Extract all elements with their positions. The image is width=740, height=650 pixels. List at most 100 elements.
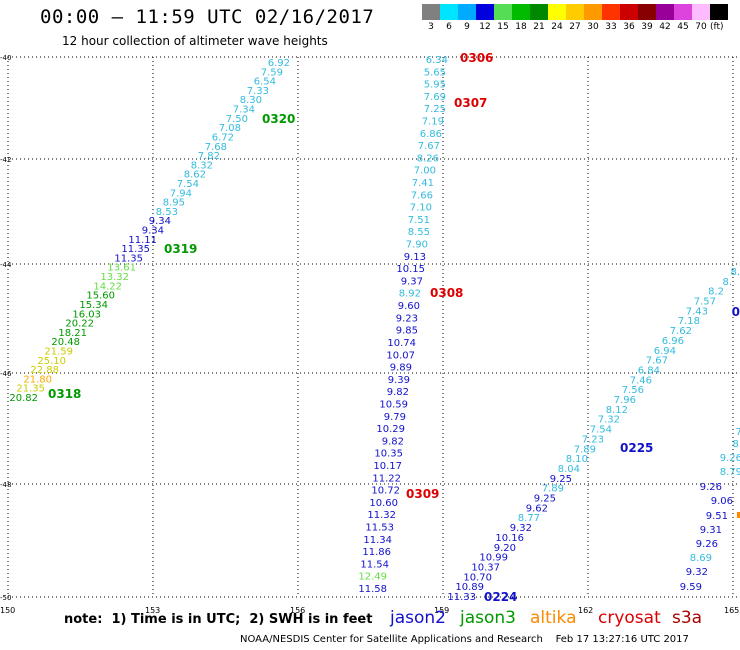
swh-value-label: 8.30 — [240, 95, 262, 106]
pass-time-label: 0319 — [164, 242, 197, 256]
scale-label: 15 — [497, 22, 509, 32]
swh-value-label: 9.89 — [390, 363, 412, 374]
pass-time-label: 0308 — [430, 286, 463, 300]
satellite-cryosat: cryosat — [598, 608, 661, 628]
swh-value-label: 7.43 — [686, 306, 708, 317]
swh-value-label: 8.77 — [518, 513, 540, 524]
swh-value-label: 8.92 — [399, 289, 421, 300]
swh-value-label: 9.32 — [510, 523, 532, 534]
swh-value-label: 9.34 — [149, 216, 171, 227]
scale-swatch — [476, 4, 494, 20]
lat-tick-label: -46 — [0, 370, 12, 378]
swh-value-label: 9.51 — [706, 511, 728, 522]
swh-value-label: 9.06 — [711, 496, 733, 507]
scale-swatch — [656, 4, 674, 20]
lat-tick-label: -48 — [0, 481, 11, 489]
scale-label: 45 — [677, 22, 689, 32]
lat-tick-label: -42 — [0, 156, 11, 164]
units-note: note: 1) Time is in UTC; 2) SWH is in fe… — [64, 612, 373, 627]
swh-value-label: 8.95 — [163, 198, 185, 209]
swh-value-label: 9.26 — [696, 539, 718, 550]
swh-value-label: 9.79 — [384, 412, 406, 423]
swh-value-label: 7.00 — [414, 166, 436, 177]
swh-value-label: 8.62 — [184, 170, 206, 181]
scale-swatch — [548, 4, 566, 20]
swh-value-label: 6.72 — [212, 132, 234, 143]
swh-value-label: 20.82 — [9, 393, 38, 404]
scale-swatch — [422, 4, 440, 20]
lon-tick-label: 156 — [290, 606, 305, 615]
swh-value-label: 7.08 — [219, 123, 241, 134]
swh-value-label: 7.66 — [411, 190, 433, 201]
swh-value-label: 7.46 — [630, 375, 652, 386]
page-title: 00:00 – 11:59 UTC 02/16/2017 — [40, 6, 375, 28]
swh-value-label: 7.82 — [198, 151, 220, 162]
swh-value-label: 7.89 — [574, 444, 596, 455]
swh-value-label: 11.53 — [365, 522, 394, 533]
swh-value-label: 10.07 — [386, 350, 415, 361]
scale-label: 3 — [428, 22, 434, 32]
altika-marker-partial — [737, 512, 740, 518]
swh-value-label: 8.26 — [417, 153, 439, 164]
swh-value-label: 7.50 — [226, 114, 248, 125]
pass-time-label: 0225 — [620, 441, 653, 455]
swh-value-label: 7.19 — [422, 117, 444, 128]
swh-value-label: 7.51 — [408, 215, 430, 226]
swh-value-label: 6.96 — [662, 336, 684, 347]
swh-value-label: 11.32 — [367, 510, 396, 521]
swh-value-label: 6.34 — [426, 55, 448, 66]
swh-value-label: 10.37 — [471, 562, 500, 573]
scale-label: 70 — [695, 22, 707, 32]
swh-value-label: 18.21 — [58, 328, 87, 339]
scale-swatch — [494, 4, 512, 20]
swh-value-label: 9.25 — [534, 494, 556, 505]
scale-label: 24 — [551, 22, 563, 32]
pass-time-label: 0306 — [460, 51, 493, 65]
scale-swatch — [602, 4, 620, 20]
swh-value-label: 8.79 — [720, 467, 740, 478]
swh-value-label: 7.54 — [177, 179, 199, 190]
swh-value-label: 7.67 — [646, 356, 668, 367]
swh-value-label: 13.32 — [100, 272, 129, 283]
swh-value-label: 7.57 — [694, 297, 716, 308]
swh-value-label: 14.22 — [93, 281, 122, 292]
scale-label: 21 — [533, 22, 545, 32]
scale-swatch — [638, 4, 656, 20]
scale-swatch — [584, 4, 602, 20]
swh-value-label: 6.86 — [420, 129, 442, 140]
scale-label: 12 — [479, 22, 491, 32]
satellite-jason3: jason3 — [460, 608, 516, 628]
swh-value-label: 7.69 — [424, 92, 446, 103]
swh-value-label: 21.80 — [23, 374, 52, 385]
swh-value-label: 7.96 — [614, 395, 636, 406]
swh-value-label: 15.34 — [79, 300, 108, 311]
swh-value-label: 9.39 — [388, 375, 410, 386]
swh-value-label: 6.54 — [254, 77, 276, 88]
scale-swatch — [530, 4, 548, 20]
swh-value-label: 9.85 — [396, 326, 418, 337]
swh-value-label: 21.35 — [16, 384, 45, 395]
scale-swatch — [440, 4, 458, 20]
pass-time-label: 0224 — [484, 590, 517, 604]
swh-value-label: 5.95 — [424, 80, 446, 91]
swh-value-label: 20.22 — [65, 319, 94, 330]
swh-value-label: 8.12 — [606, 405, 628, 416]
swh-value-label: 16.03 — [72, 309, 101, 320]
swh-value-label: 7.62 — [670, 326, 692, 337]
swh-value-label: 9.37 — [401, 276, 423, 287]
swh-value-label: 7.89 — [542, 484, 564, 495]
swh-value-label: 11.22 — [372, 473, 401, 484]
pass-time-label-partial: 0 — [732, 305, 740, 319]
swh-value-label: 25.10 — [37, 356, 66, 367]
swh-value-label: 7.90 — [406, 240, 428, 251]
swh-value-label: 7.18 — [678, 316, 700, 327]
scale-label: 39 — [641, 22, 653, 32]
pass-time-label: 0307 — [454, 96, 487, 110]
swh-value-label: 10.15 — [396, 264, 425, 275]
pass-time-label: 0320 — [262, 112, 295, 126]
scale-label: 30 — [587, 22, 599, 32]
lat-tick-label: -40 — [0, 54, 11, 62]
swh-value-label: 11.35 — [121, 244, 150, 255]
